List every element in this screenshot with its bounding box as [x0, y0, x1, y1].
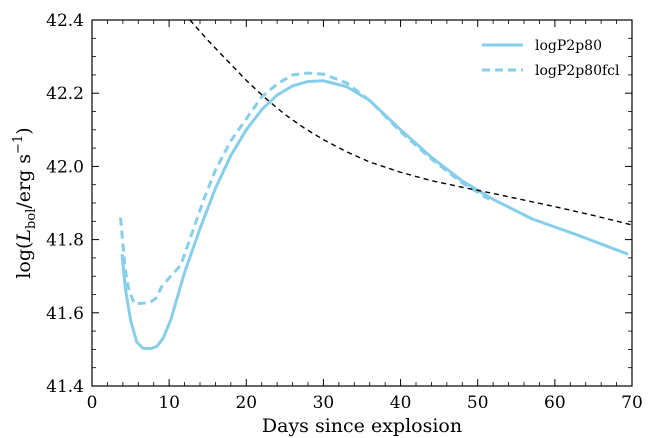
- legend-label-logP2p80: logP2p80: [535, 38, 602, 54]
- x-tick-label: 0: [87, 393, 98, 413]
- y-tick-label: 42.4: [46, 11, 84, 31]
- y-tick-label: 42.2: [46, 84, 84, 104]
- y-tick-label: 42.0: [46, 157, 84, 177]
- axis-ticks: 0 10 20 30 40 50 60 70 41.4 41.6 41.8 42.0 42.2 42.4: [46, 11, 643, 413]
- x-tick-label: 60: [544, 393, 566, 413]
- x-tick-label: 50: [467, 393, 489, 413]
- y-tick-label: 41.8: [46, 231, 84, 251]
- plot-area: [119, 20, 632, 351]
- y-tick-label: 41.6: [46, 304, 84, 324]
- series-line-unlabeled: [189, 20, 632, 226]
- y-axis-label-symbol: L: [13, 229, 35, 243]
- y-axis-label-suffix: ): [13, 127, 35, 134]
- legend: logP2p80 logP2p80fcl: [482, 38, 620, 79]
- y-axis-label: log(Lbol/erg s−1): [11, 127, 39, 278]
- x-axis-label: Days since explosion: [262, 415, 462, 437]
- x-tick-label: 40: [390, 393, 412, 413]
- y-axis-label-superscript: −1: [11, 135, 26, 154]
- x-tick-label: 70: [621, 393, 643, 413]
- y-tick-label: 41.4: [46, 377, 84, 397]
- x-tick-label: 30: [313, 393, 335, 413]
- x-tick-label: 10: [158, 393, 180, 413]
- legend-label-logP2p80fcl: logP2p80fcl: [535, 63, 620, 79]
- x-tick-label: 20: [235, 393, 257, 413]
- series-line-logP2p80fcl: [119, 71, 491, 306]
- y-axis-label-prefix: log(: [13, 242, 35, 279]
- y-axis-label-subscript: bol: [24, 209, 39, 229]
- y-axis-label-unit: /erg s: [13, 154, 35, 209]
- series-line-logP2p80: [120, 79, 629, 351]
